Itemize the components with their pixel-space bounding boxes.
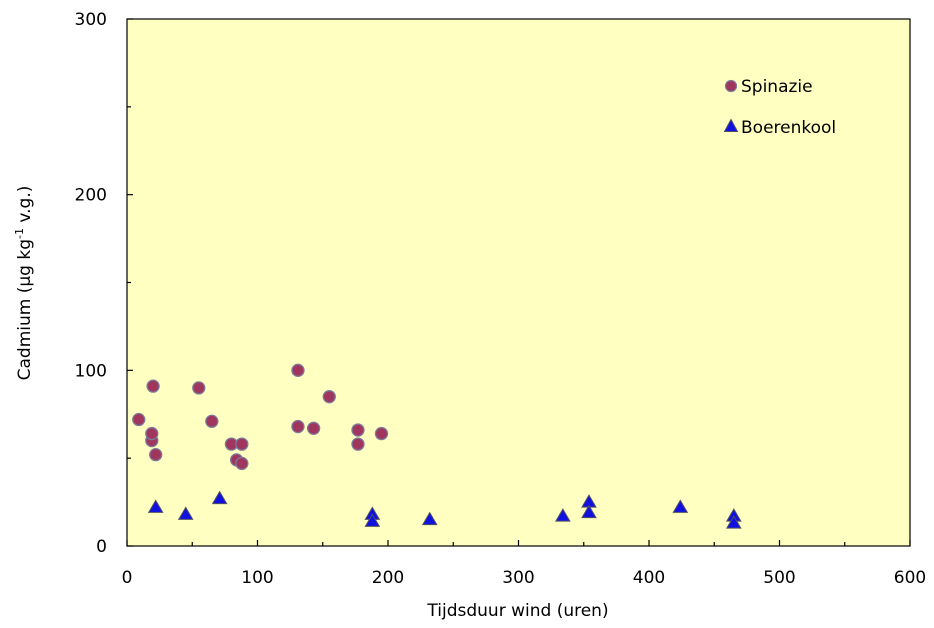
point-spinazie: [149, 448, 163, 462]
x-tick-label: 200: [372, 568, 404, 588]
plot-area: [126, 18, 911, 547]
y-tick-label: 0: [96, 537, 107, 557]
y-tick-label: 300: [75, 10, 107, 30]
data-points: [132, 363, 742, 529]
x-axis-title: Tijdsduur wind (uren): [426, 601, 608, 621]
point-spinazie: [291, 363, 305, 377]
legend-marker-spinazie: [724, 79, 738, 93]
point-spinazie: [146, 379, 160, 393]
point-spinazie: [132, 412, 146, 427]
x-tick-label: 500: [763, 568, 795, 588]
x-axis-ticks: [126, 540, 911, 546]
y-axis-title-superscript: -1: [13, 228, 26, 239]
y-axis-title-suffix: v.g.): [15, 186, 35, 228]
point-boerenkool: [421, 511, 438, 526]
x-tick-label: 0: [122, 568, 133, 588]
legend-label-boerenkool: Boerenkool: [741, 118, 836, 138]
point-boerenkool: [554, 508, 571, 522]
y-axis-title-prefix: Cadmium (µg kg: [15, 239, 35, 380]
point-spinazie: [205, 414, 219, 428]
x-tick-label: 600: [894, 568, 926, 588]
point-spinazie: [351, 437, 365, 451]
point-boerenkool: [672, 499, 689, 513]
x-tick-label: 300: [502, 568, 534, 588]
x-tick-label: 100: [241, 568, 273, 588]
y-axis-title: Cadmium (µg kg-1 v.g.): [13, 186, 35, 381]
x-tick-label: 400: [633, 568, 665, 588]
point-spinazie: [235, 456, 249, 471]
point-spinazie: [235, 437, 249, 451]
point-boerenkool: [177, 506, 194, 520]
point-boerenkool: [147, 499, 164, 513]
point-spinazie: [374, 426, 389, 441]
point-spinazie: [192, 381, 206, 395]
legend-label-spinazie: Spinazie: [741, 77, 813, 97]
point-boerenkool: [581, 504, 597, 519]
x-axis-tick-labels: 0 100 200 300 400 500 600: [122, 568, 927, 588]
legend-marker-boerenkool: [723, 118, 739, 132]
point-spinazie: [145, 426, 159, 441]
point-boerenkool: [211, 490, 228, 505]
legend: Spinazie Boerenkool: [723, 77, 836, 138]
point-boerenkool: [364, 513, 381, 527]
point-spinazie: [291, 419, 305, 434]
point-spinazie: [351, 423, 365, 437]
y-tick-label: 200: [75, 186, 107, 206]
y-axis-ticks: [127, 18, 133, 547]
point-spinazie: [306, 421, 321, 435]
point-boerenkool: [725, 515, 742, 529]
y-axis-tick-labels: 0 100 200 300: [75, 10, 107, 557]
point-spinazie: [322, 390, 336, 404]
y-tick-label: 100: [75, 361, 107, 381]
